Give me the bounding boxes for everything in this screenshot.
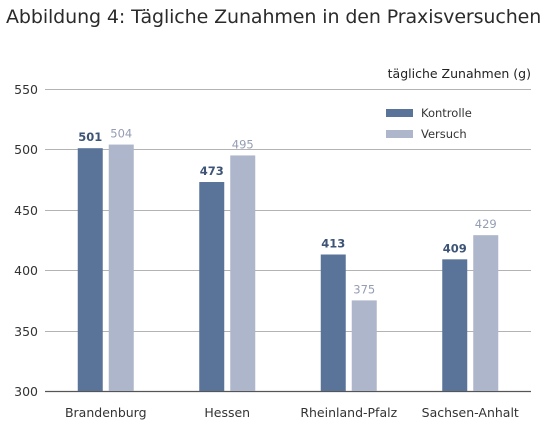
y-tick-label: 450	[14, 203, 38, 218]
bar-kontrolle	[199, 182, 225, 391]
legend: Kontrolle Versuch	[386, 106, 472, 141]
bar-versuch	[473, 235, 499, 391]
legend-label: Kontrolle	[421, 106, 472, 120]
y-axis-label: tägliche Zunahmen (g)	[388, 66, 531, 81]
bar-kontrolle	[320, 254, 346, 391]
legend-swatch	[386, 130, 413, 138]
x-tick-label: Brandenburg	[65, 405, 147, 420]
x-tick-label: Rheinland-Pfalz	[300, 405, 397, 420]
y-tick-label: 300	[14, 384, 38, 399]
value-label: 413	[321, 236, 345, 250]
value-label: 501	[78, 130, 102, 144]
bar-versuch	[108, 144, 134, 391]
value-labels: 501 504 473 495 413 375 409 429	[78, 127, 496, 297]
value-label: 473	[200, 164, 224, 178]
bar-versuch	[351, 300, 377, 391]
value-label: 495	[232, 137, 254, 151]
y-tick-label: 550	[14, 82, 38, 97]
x-tick-label: Hessen	[204, 405, 250, 420]
chart-title: Abbildung 4: Tägliche Zunahmen in den Pr…	[6, 6, 542, 28]
y-tick-label: 350	[14, 324, 38, 339]
value-label: 375	[353, 282, 375, 296]
value-label: 429	[475, 217, 497, 231]
bar-kontrolle	[442, 259, 468, 391]
y-tick-label: 500	[14, 142, 38, 157]
value-label: 504	[110, 127, 132, 141]
x-axis-categories: Brandenburg Hessen Rheinland-Pfalz Sachsen-…	[65, 405, 519, 420]
bar-kontrolle	[77, 148, 103, 391]
y-tick-label: 400	[14, 263, 38, 278]
value-label: 409	[443, 241, 467, 255]
bar-versuch	[230, 155, 256, 391]
x-tick-label: Sachsen-Anhalt	[422, 405, 519, 420]
legend-swatch	[386, 109, 413, 117]
legend-label: Versuch	[421, 127, 467, 141]
bars	[77, 144, 499, 391]
y-axis-ticks: 300 350 400 450 500 550	[14, 82, 38, 399]
